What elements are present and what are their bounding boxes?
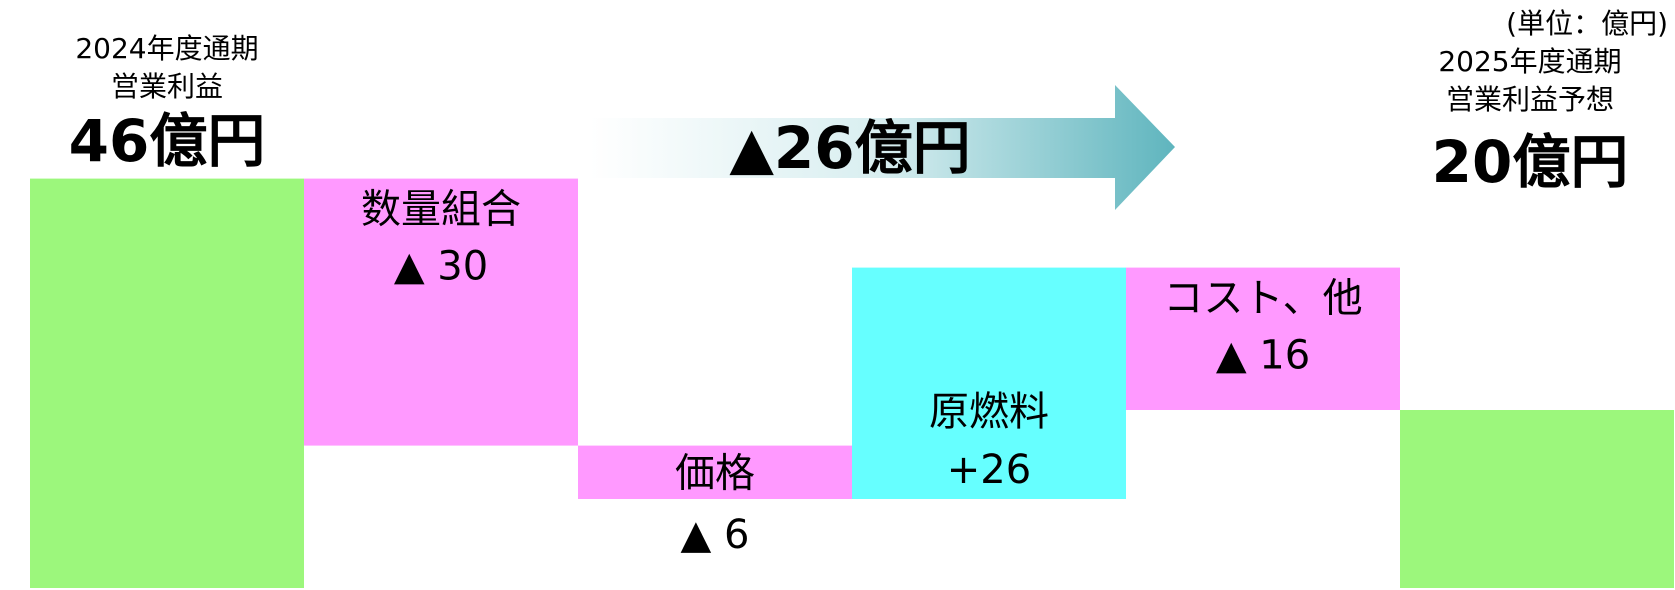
step-category: 原燃料 <box>929 389 1049 435</box>
step-value-label: ▲ 30 <box>394 244 488 290</box>
step-value-label: ▲ 6 <box>681 512 750 558</box>
total-change-label: ▲26億円 <box>729 114 970 182</box>
step-value-label: +26 <box>947 447 1031 493</box>
start-label: 2024年度通期 <box>75 32 258 65</box>
step-value-label: ▲ 16 <box>1216 333 1310 379</box>
start-value-label: 46億円 <box>69 107 266 175</box>
step-bar <box>578 445 852 499</box>
step-bar <box>1126 267 1400 410</box>
trend-arrow <box>590 85 1175 210</box>
start-bar <box>30 178 304 588</box>
end-label: 2025年度通期 <box>1438 45 1621 78</box>
step-category: コスト、他 <box>1163 276 1362 322</box>
end-value-label: 20億円 <box>1432 128 1629 196</box>
step-category: 価格 <box>675 450 755 496</box>
step-category: 数量組合 <box>361 187 521 233</box>
step-bar <box>852 267 1126 499</box>
start-label: 営業利益 <box>111 70 223 103</box>
end-label: 営業利益予想 <box>1446 83 1614 116</box>
unit-note: (単位：億円) <box>1506 7 1668 40</box>
step-bar <box>304 178 578 446</box>
end-bar <box>1400 410 1674 588</box>
